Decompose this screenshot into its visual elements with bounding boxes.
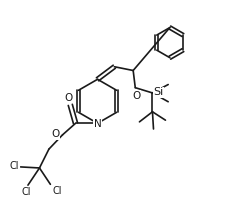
- Text: O: O: [132, 91, 140, 101]
- Text: O: O: [51, 129, 59, 139]
- Text: N: N: [94, 119, 102, 129]
- Text: Cl: Cl: [22, 187, 31, 197]
- Text: Cl: Cl: [52, 186, 62, 196]
- Text: Cl: Cl: [9, 161, 19, 172]
- Text: O: O: [64, 93, 72, 103]
- Text: Si: Si: [154, 87, 164, 97]
